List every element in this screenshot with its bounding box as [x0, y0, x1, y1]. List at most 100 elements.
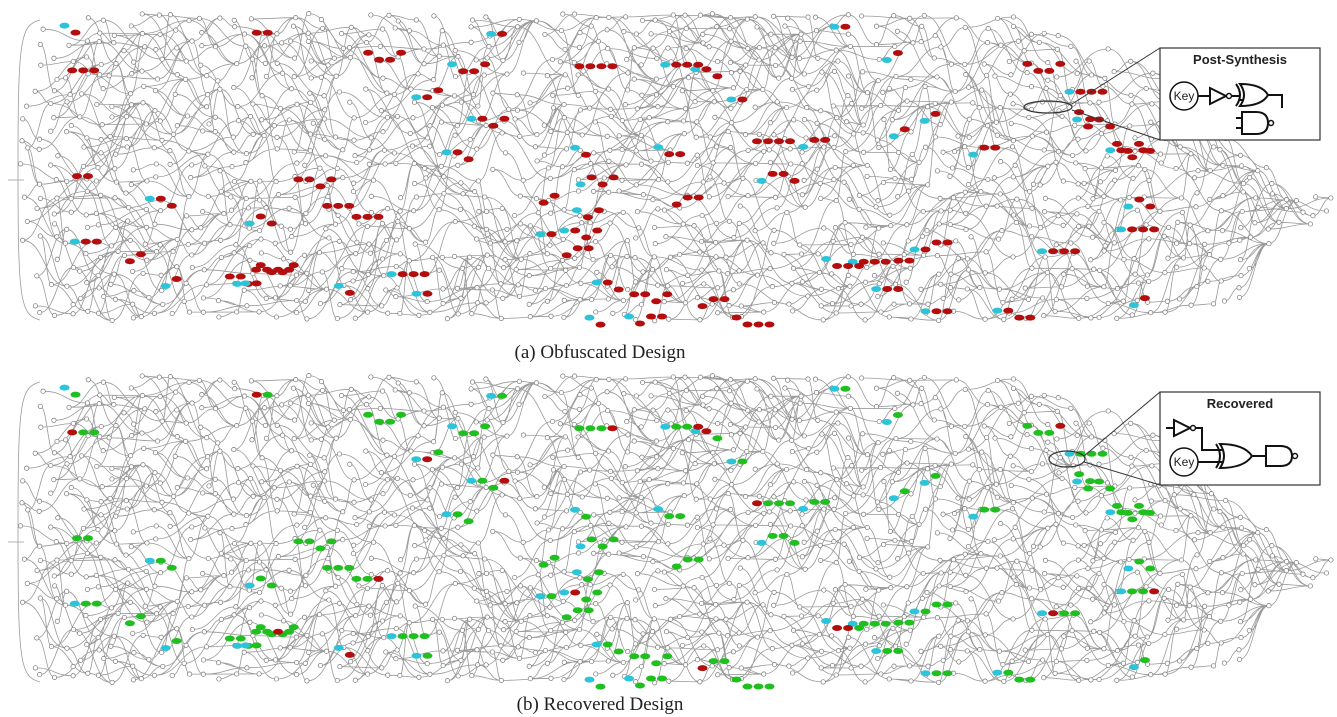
node	[85, 225, 89, 229]
node	[124, 498, 128, 502]
node	[338, 303, 342, 307]
node	[335, 678, 339, 682]
node	[792, 480, 796, 484]
key-gate-node	[737, 97, 747, 103]
node	[1135, 208, 1139, 212]
node	[1311, 214, 1315, 218]
node	[1192, 538, 1196, 542]
node	[1219, 279, 1223, 283]
key-gate-node	[333, 203, 343, 209]
node	[861, 512, 865, 516]
node	[1324, 209, 1328, 213]
node	[437, 152, 441, 156]
node	[318, 663, 322, 667]
key-gate-node	[1055, 423, 1065, 429]
node	[49, 129, 53, 133]
node	[1301, 210, 1305, 214]
node	[745, 600, 749, 604]
node	[63, 438, 67, 442]
node	[1010, 145, 1014, 149]
node	[517, 402, 521, 406]
key-gate-node	[920, 118, 930, 124]
node	[274, 315, 278, 319]
node	[384, 650, 388, 654]
node	[385, 453, 389, 457]
node	[874, 205, 878, 209]
node	[907, 189, 911, 193]
node	[129, 103, 133, 107]
node	[380, 619, 384, 623]
node	[432, 376, 436, 380]
key-gate-node	[584, 607, 594, 613]
node	[1043, 196, 1047, 200]
node	[666, 482, 670, 486]
node	[1091, 559, 1095, 563]
node	[236, 466, 240, 470]
node	[563, 435, 567, 439]
node	[453, 48, 457, 52]
node	[49, 282, 53, 286]
node	[470, 674, 474, 678]
node	[651, 46, 655, 50]
key-gate-node	[854, 625, 864, 631]
node	[1264, 166, 1268, 170]
node	[815, 483, 819, 487]
node	[995, 16, 999, 20]
node	[425, 498, 429, 502]
node	[349, 25, 353, 29]
node	[38, 310, 42, 314]
node	[351, 181, 355, 185]
node	[213, 130, 217, 134]
key-gate-node	[968, 514, 978, 520]
node	[124, 553, 128, 557]
node	[773, 195, 777, 199]
node	[998, 521, 1002, 525]
node	[1166, 618, 1170, 622]
node	[459, 658, 463, 662]
node	[1011, 102, 1015, 106]
node	[452, 456, 456, 460]
node	[186, 604, 190, 608]
node	[607, 377, 611, 381]
node	[835, 477, 839, 481]
node	[650, 629, 654, 633]
key-gate-node	[931, 473, 941, 479]
node	[143, 604, 147, 608]
node	[722, 181, 726, 185]
node	[890, 118, 894, 122]
node	[244, 196, 248, 200]
node	[412, 161, 416, 165]
node	[715, 25, 719, 29]
key-gate-node	[829, 386, 839, 392]
node	[1133, 136, 1137, 140]
key-gate-node	[156, 558, 166, 564]
node	[551, 455, 555, 459]
node	[52, 478, 56, 482]
key-gate-node	[694, 195, 704, 201]
key-gate-node	[921, 308, 931, 314]
node	[129, 182, 133, 186]
node	[65, 541, 69, 545]
node	[737, 221, 741, 225]
node	[821, 318, 825, 322]
node	[755, 273, 759, 277]
node	[671, 375, 675, 379]
node	[202, 603, 206, 607]
node	[637, 588, 641, 592]
key-gate-node	[821, 256, 831, 262]
key-gate-node	[161, 283, 171, 289]
node	[1308, 584, 1312, 588]
node	[109, 244, 113, 248]
node	[772, 241, 776, 245]
node	[484, 663, 488, 667]
node	[726, 491, 730, 495]
node	[1115, 286, 1119, 290]
node	[154, 537, 158, 541]
node	[333, 135, 337, 139]
node	[773, 46, 777, 50]
node	[605, 134, 609, 138]
node	[562, 208, 566, 212]
node	[937, 634, 941, 638]
node	[997, 287, 1001, 291]
node	[273, 296, 277, 300]
